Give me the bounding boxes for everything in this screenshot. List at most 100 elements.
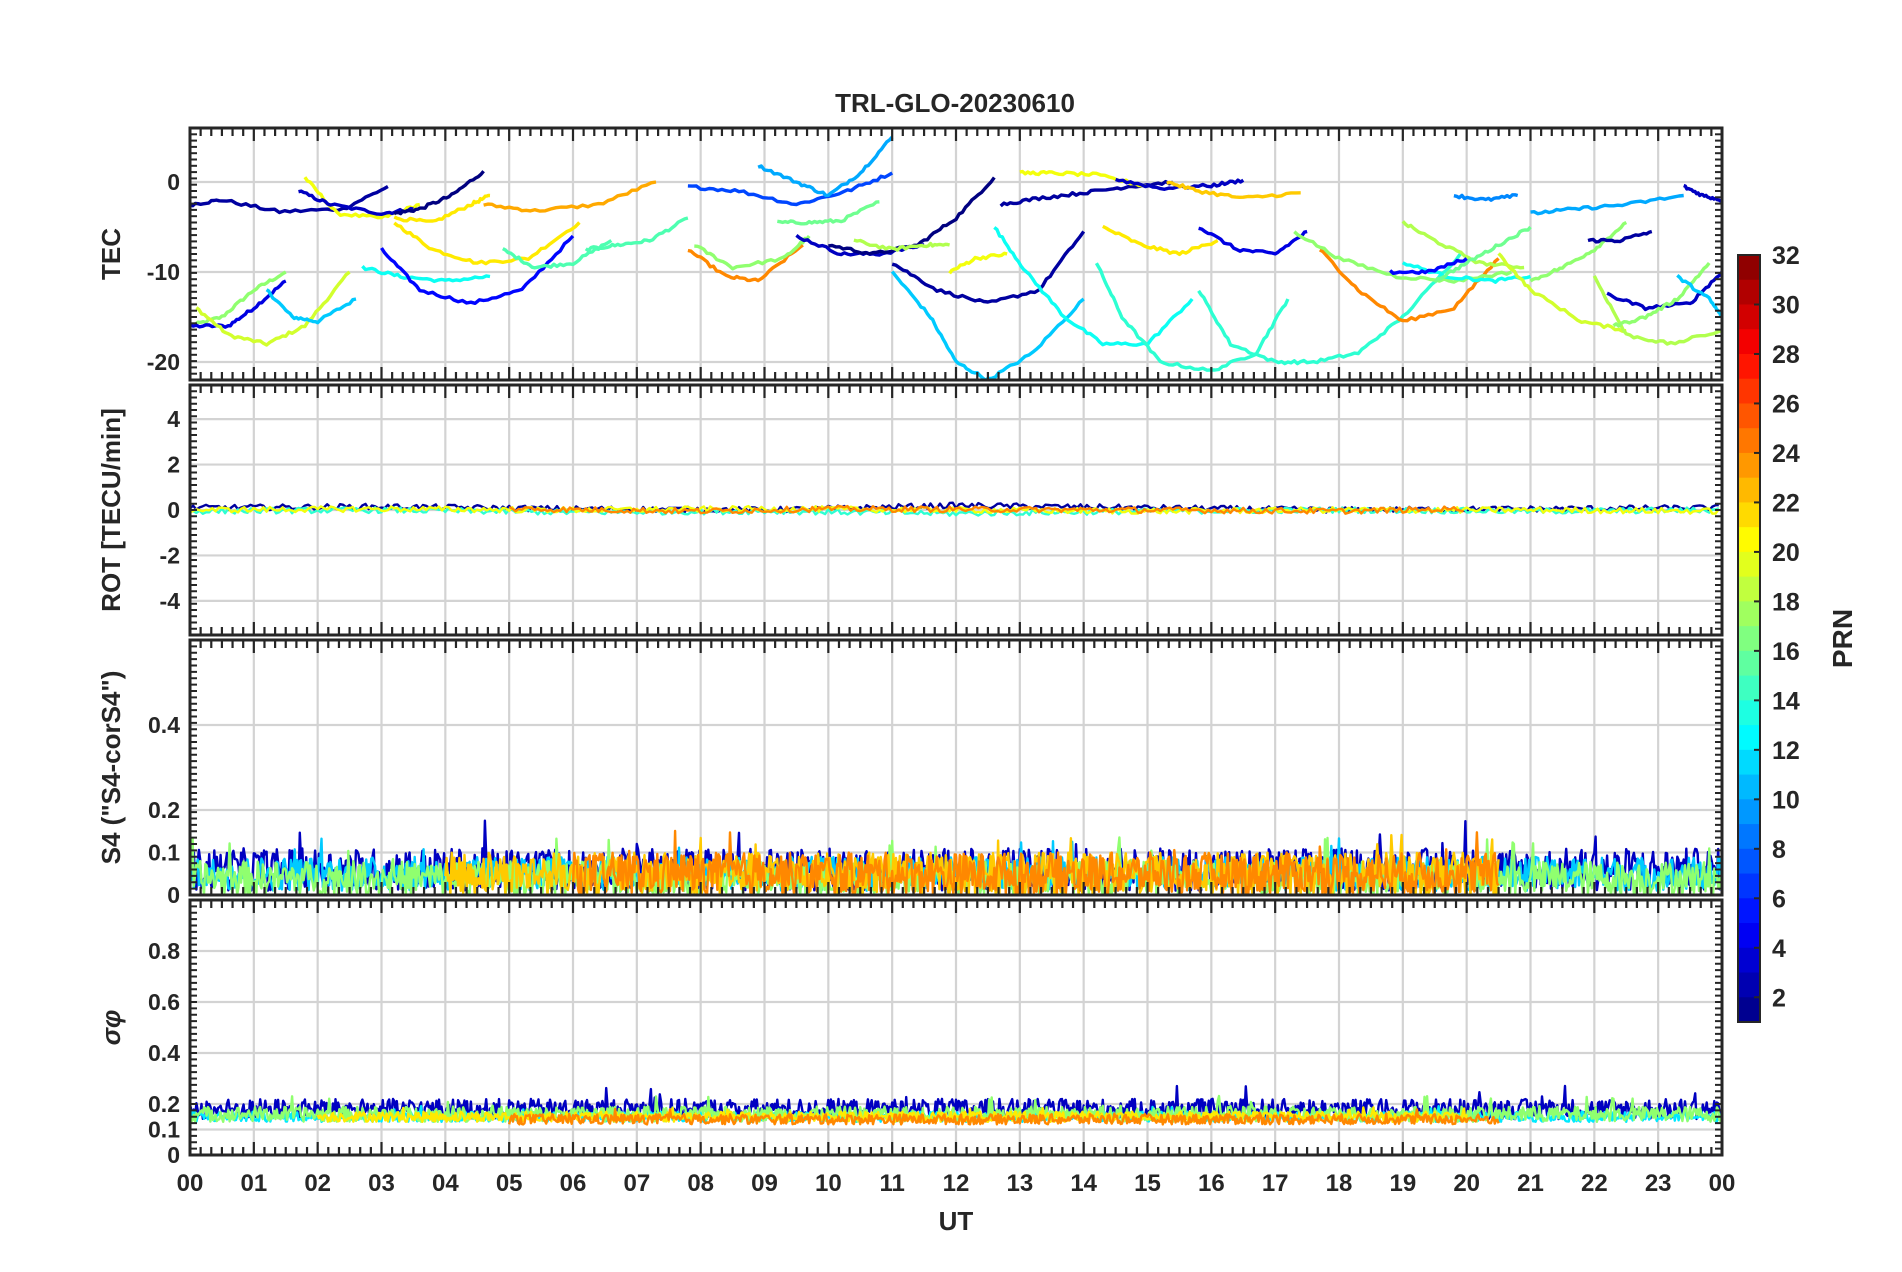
series-line-prn-21 (393, 221, 581, 266)
series-line-prn-2 (891, 230, 1086, 304)
x-tick-label: 03 (368, 1170, 395, 1197)
colorbar-segment (1738, 774, 1760, 800)
y-tick-label: 0.4 (148, 1040, 180, 1066)
colorbar-segment (1738, 304, 1760, 330)
y-tick-label: 2 (167, 452, 180, 478)
series-line-prn-20 (948, 251, 1008, 275)
series-line-prn-10 (757, 135, 894, 198)
series-line-prn-18 (1401, 220, 1525, 270)
series-line-prn-14 (1197, 253, 1462, 366)
x-tick-label: 01 (240, 1170, 267, 1197)
colorbar-tick-label: 16 (1772, 638, 1800, 666)
colorbar-segment (1738, 947, 1760, 974)
colorbar-tick-label: 4 (1772, 935, 1786, 963)
panel-s4: 0.4 0.2 0.1 0 S4 ("S4-corS4") (96, 638, 1724, 908)
series-line-prn-15 (584, 216, 689, 253)
x-axis-label: UT (939, 1206, 974, 1236)
series-line-prn-16 (1433, 225, 1532, 284)
series-line-prn-24 (508, 1107, 1500, 1126)
colorbar-segment (1738, 626, 1760, 652)
colorbar-segment (1738, 972, 1760, 998)
y-tick-label: 0 (167, 497, 180, 523)
colorbar-tick-label: 14 (1772, 687, 1800, 715)
series-line-prn-13 (361, 265, 491, 284)
series-sigma (190, 1084, 1722, 1126)
colorbar: 32 30 28 26 24 22 20 18 16 14 12 10 8 6 4 2 PRN (1737, 242, 1858, 1023)
y-tick-label: 0 (167, 882, 180, 908)
colorbar-segment (1738, 403, 1760, 429)
series-line-prn-2 (1587, 229, 1653, 244)
series-line-prn-5 (1388, 257, 1468, 275)
colorbar-tick-label: 30 (1772, 291, 1800, 319)
y-tick-label: 0 (167, 169, 180, 195)
series-line-prn-11 (265, 288, 357, 325)
colorbar-tick-label: 12 (1772, 737, 1800, 765)
series-line-prn-7 (687, 171, 894, 207)
colorbar-segment (1738, 601, 1760, 627)
ticks-s4 (188, 639, 1724, 896)
series-line-prn-10 (1530, 193, 1684, 216)
panel-rot: 4 2 0 -2 -4 ROT [TECU/min] (96, 383, 1724, 637)
colorbar-tick-label: 22 (1772, 489, 1800, 517)
colorbar-tick-label: 28 (1772, 341, 1800, 369)
colorbar-segment (1738, 725, 1760, 751)
colorbar-segment (1738, 898, 1760, 924)
series-line-prn-11 (890, 270, 1085, 380)
x-tick-label: 11 (879, 1170, 904, 1197)
colorbar-tick-label: 2 (1772, 984, 1786, 1012)
series-line-prn-19 (1497, 252, 1627, 333)
series-tec (190, 135, 1722, 380)
colorbar-segment (1738, 749, 1760, 776)
x-tick-label: 15 (1134, 1170, 1161, 1197)
x-tick-label: 07 (623, 1170, 650, 1197)
series-line-prn-21 (393, 193, 491, 223)
colorbar-segment (1738, 279, 1760, 306)
panel-tec: 0 -10 -20 TEC (96, 126, 1724, 382)
colorbar-tick-label: 32 (1772, 242, 1800, 270)
colorbar-segment (1738, 378, 1760, 405)
series-line-prn-21 (1102, 224, 1219, 257)
series-line-prn-24 (508, 504, 1464, 515)
colorbar-segment (1738, 824, 1760, 850)
y-tick-label: 4 (167, 406, 180, 432)
y-tick-label: 0.2 (148, 797, 180, 823)
series-line-prn-23 (483, 180, 657, 213)
colorbar-segment (1738, 650, 1760, 677)
colorbar-segment (1738, 997, 1760, 1023)
series-line-prn-4 (1198, 226, 1308, 256)
x-tick-label: 06 (560, 1170, 587, 1197)
colorbar-segment (1738, 353, 1760, 380)
series-line-prn-13 (993, 226, 1194, 347)
x-tick-label: 00 (177, 1170, 204, 1197)
colorbar-segment (1738, 452, 1760, 479)
y-tick-label: -10 (147, 259, 180, 285)
colorbar-segment (1738, 675, 1760, 701)
y-tick-label: -4 (160, 588, 181, 614)
x-tick-label: 16 (1198, 1170, 1225, 1197)
colorbar-segment (1738, 527, 1760, 553)
y-axis-label: ROT [TECU/min] (96, 408, 126, 612)
colorbar-frame (1737, 254, 1761, 1023)
x-tick-label: 22 (1581, 1170, 1608, 1197)
colorbar-segment (1738, 428, 1760, 454)
y-tick-label: -20 (147, 349, 180, 375)
y-tick-label: -2 (160, 542, 180, 568)
y-tick-label: 0.1 (148, 840, 180, 866)
ticks-sigma (188, 899, 1724, 1156)
series-line-prn-17 (1612, 261, 1711, 328)
colorbar-tick-label: 24 (1772, 440, 1800, 468)
x-tick-label: 02 (304, 1170, 331, 1197)
series-line-prn-1 (393, 170, 485, 216)
x-tick-label: 20 (1453, 1170, 1480, 1197)
y-tick-label: 0.4 (148, 712, 180, 738)
colorbar-segment (1738, 329, 1760, 355)
chart-title: TRL-GLO-20230610 (835, 88, 1075, 118)
colorbar-tick-label: 10 (1772, 786, 1800, 814)
x-tick-label: 08 (687, 1170, 714, 1197)
series-line-prn-3 (1683, 183, 1722, 203)
series-line-prn-16 (777, 200, 880, 226)
x-tick-label: 04 (432, 1170, 459, 1197)
series-line-prn-24 (687, 243, 804, 283)
y-tick-label: 0.8 (148, 938, 180, 964)
